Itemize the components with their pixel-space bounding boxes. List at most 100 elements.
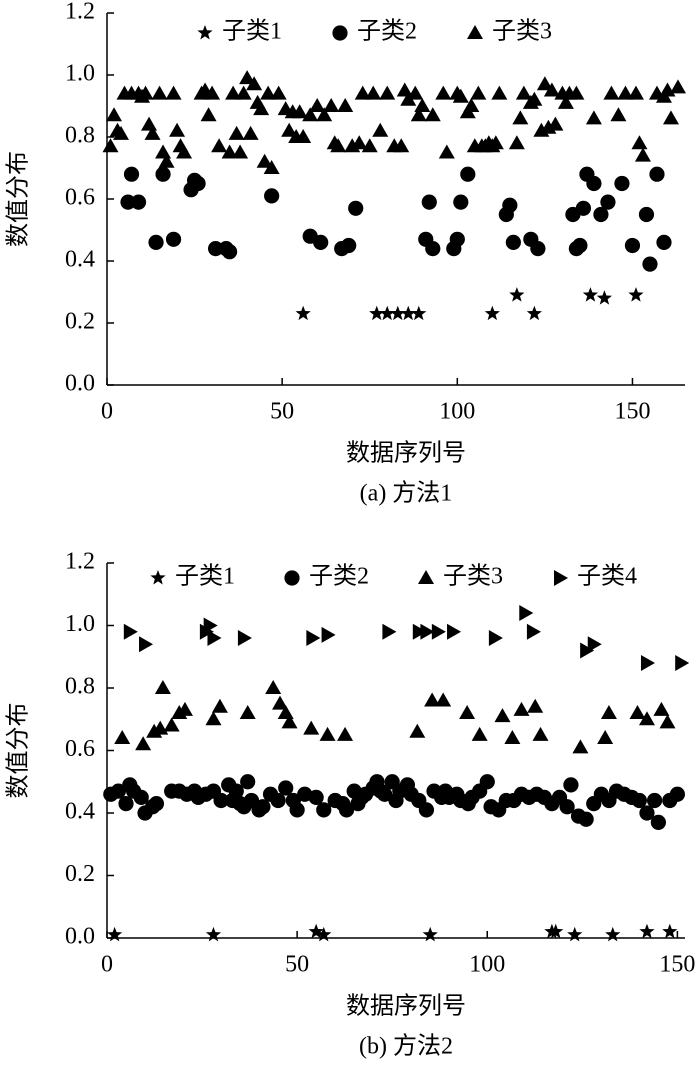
point xyxy=(414,98,431,112)
point xyxy=(207,630,222,646)
point xyxy=(255,799,271,815)
x-tick-label: 50 xyxy=(285,952,309,978)
point xyxy=(176,144,193,159)
point xyxy=(580,642,595,659)
point xyxy=(628,287,644,302)
point xyxy=(422,926,438,942)
point xyxy=(205,926,222,942)
legend-marker xyxy=(284,570,300,586)
point xyxy=(420,623,435,640)
point xyxy=(265,680,282,694)
point xyxy=(237,630,252,646)
point xyxy=(504,730,521,744)
point xyxy=(211,698,228,713)
point xyxy=(204,85,221,100)
point xyxy=(407,85,424,100)
x-tick-label: 150 xyxy=(659,952,695,978)
point xyxy=(120,194,136,210)
point xyxy=(587,636,602,653)
point xyxy=(638,711,655,726)
legend-label: 子类4 xyxy=(577,563,637,590)
point xyxy=(295,129,312,143)
point xyxy=(225,85,242,100)
point xyxy=(603,85,620,100)
point xyxy=(297,786,313,802)
point xyxy=(155,144,172,159)
point xyxy=(505,234,521,250)
point xyxy=(593,206,609,223)
x-axis-label: 数据序列号 xyxy=(346,993,466,1020)
point xyxy=(102,138,119,153)
point xyxy=(264,188,280,204)
point xyxy=(669,786,685,802)
point xyxy=(600,705,617,719)
point xyxy=(418,802,435,818)
point xyxy=(205,711,222,726)
point xyxy=(596,290,613,305)
point xyxy=(321,626,336,643)
legend-marker xyxy=(554,570,568,586)
point xyxy=(597,730,614,744)
point xyxy=(653,701,670,716)
point xyxy=(207,241,224,257)
point xyxy=(114,730,131,744)
point xyxy=(536,76,553,91)
point xyxy=(484,305,500,321)
x-axis-label: 数据序列号 xyxy=(346,440,466,467)
point xyxy=(240,774,256,790)
point xyxy=(610,107,627,122)
point xyxy=(330,138,347,153)
point xyxy=(232,144,249,159)
point xyxy=(379,85,396,100)
point xyxy=(400,305,416,321)
y-tick-label: 0.6 xyxy=(65,736,95,762)
point xyxy=(543,82,560,97)
point xyxy=(435,692,452,707)
point xyxy=(631,792,647,809)
point xyxy=(354,85,371,100)
point xyxy=(351,135,368,150)
x-tick-label: 0 xyxy=(101,952,113,978)
point xyxy=(559,799,575,815)
point xyxy=(118,796,134,812)
point xyxy=(316,802,332,818)
point xyxy=(260,85,277,100)
point xyxy=(228,125,245,140)
point xyxy=(572,237,588,254)
point xyxy=(508,135,525,150)
point xyxy=(199,623,214,640)
point xyxy=(106,107,123,122)
x-tick-label: 0 xyxy=(101,399,113,425)
point xyxy=(650,814,666,830)
legend-label: 子类1 xyxy=(222,18,282,45)
point xyxy=(572,739,589,754)
point xyxy=(302,107,319,122)
point xyxy=(221,144,238,159)
point xyxy=(308,923,324,939)
point xyxy=(463,98,480,112)
point xyxy=(431,623,446,640)
point xyxy=(435,85,452,100)
point xyxy=(453,194,469,210)
point xyxy=(379,305,395,321)
point xyxy=(600,194,616,210)
point xyxy=(526,305,542,321)
point xyxy=(309,98,326,112)
point xyxy=(624,237,641,254)
point xyxy=(200,107,217,122)
point xyxy=(649,166,665,182)
point xyxy=(263,160,280,174)
point xyxy=(424,692,441,707)
point xyxy=(316,926,332,942)
point xyxy=(278,780,294,796)
point xyxy=(563,777,579,793)
point xyxy=(141,116,158,131)
point xyxy=(135,736,152,751)
point xyxy=(494,708,511,723)
point xyxy=(130,194,147,210)
point xyxy=(306,630,321,646)
y-axis-label: 数值分布 xyxy=(5,703,32,799)
point xyxy=(659,714,676,729)
point xyxy=(568,85,585,100)
point xyxy=(256,153,273,168)
